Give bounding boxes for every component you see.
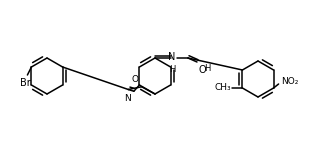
Text: CH₃: CH₃ <box>215 82 232 92</box>
Text: H: H <box>204 64 211 73</box>
Text: N: N <box>168 52 176 62</box>
Text: H: H <box>169 65 175 74</box>
Text: O: O <box>132 75 139 84</box>
Text: Br: Br <box>20 78 31 88</box>
Text: NO₂: NO₂ <box>281 76 299 86</box>
Text: N: N <box>124 94 131 103</box>
Text: O: O <box>199 65 207 75</box>
